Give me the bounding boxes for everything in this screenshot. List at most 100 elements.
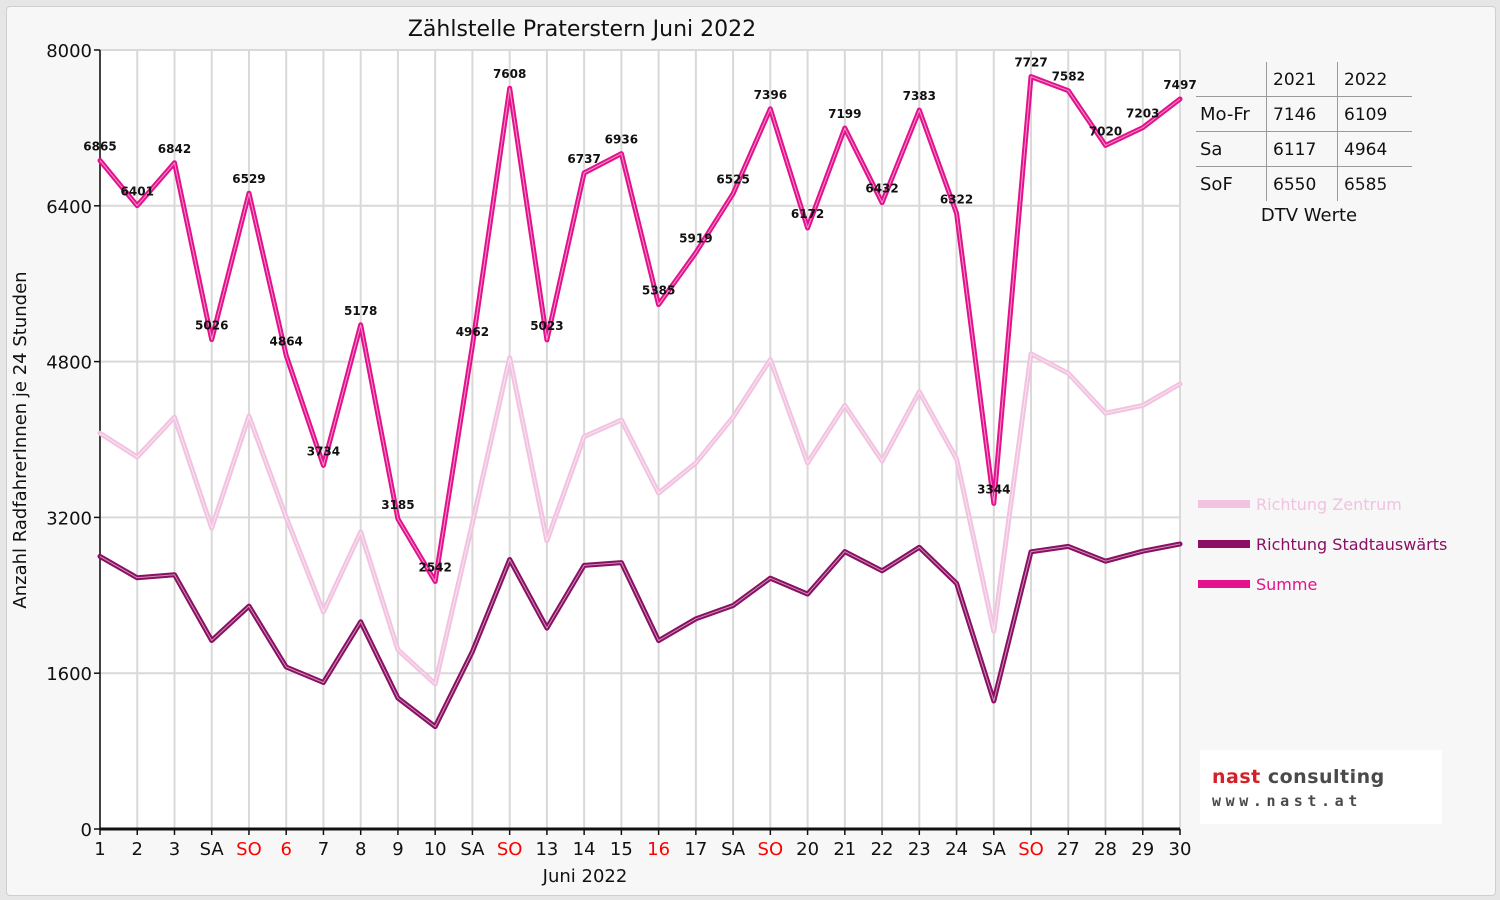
nast-consulting-logo: nast consulting www.nast.at	[1200, 750, 1442, 824]
logo-wordmark-part: nast	[1212, 766, 1261, 788]
y-tick-label: 3200	[46, 508, 92, 529]
logo-wordmark-part: consulting	[1260, 766, 1385, 788]
x-tick-label: 30	[1169, 839, 1192, 860]
legend-swatch	[1198, 580, 1250, 588]
y-tick-label: 8000	[46, 41, 92, 62]
x-tick-label: SO	[497, 839, 523, 860]
data-label: 7203	[1126, 107, 1159, 121]
x-axis-label: Juni 2022	[542, 866, 628, 887]
x-tick-label: SA	[200, 839, 225, 860]
x-tick-label: SA	[460, 839, 485, 860]
data-labels: 6865 6401 6842 5026 6529 4864 3734 5178 3185 2542…	[83, 56, 1196, 575]
x-tick-label: SA	[982, 839, 1007, 860]
data-label: 2542	[418, 560, 451, 574]
y-tick-label: 6400	[46, 197, 92, 218]
data-label: 7383	[903, 89, 936, 103]
dtv-table-block: 2021 2022 Mo-Fr 7146 6109 Sa 6117 4964 S…	[1196, 62, 1412, 226]
logo-wordmark: nast consulting	[1212, 766, 1385, 788]
dtv-cell: 6550	[1266, 166, 1338, 201]
dtv-header-row: 2021 2022	[1196, 62, 1412, 97]
logo-url: www.nast.at	[1212, 792, 1362, 810]
chart-title: Zählstelle Praterstern Juni 2022	[408, 17, 756, 42]
legend-item-stadtauswaerts: Richtung Stadtauswärts	[1198, 534, 1447, 554]
x-tick-label: 23	[908, 839, 931, 860]
x-tick-label: 27	[1057, 839, 1080, 860]
data-label: 3734	[307, 444, 340, 458]
x-tick-label: 2	[132, 839, 143, 860]
x-tick-label: 3	[169, 839, 180, 860]
dtv-row: Mo-Fr 7146 6109	[1196, 96, 1412, 132]
legend-item-zentrum: Richtung Zentrum	[1198, 494, 1447, 514]
dtv-header-cell: 2022	[1337, 62, 1412, 97]
data-label: 3185	[381, 498, 414, 512]
dtv-cell: 6117	[1266, 131, 1338, 167]
x-tick-label: 14	[573, 839, 596, 860]
data-label: 7497	[1163, 78, 1196, 92]
data-label: 6529	[232, 172, 265, 186]
x-tick-label: 7	[318, 839, 329, 860]
chart-legend: Richtung Zentrum Richtung Stadtauswärts …	[1198, 494, 1447, 614]
legend-label: Richtung Stadtauswärts	[1256, 534, 1448, 554]
x-tick-label: 9	[392, 839, 403, 860]
dtv-row: SoF 6550 6585	[1196, 166, 1412, 201]
data-label: 6842	[158, 142, 191, 156]
data-label: 5178	[344, 304, 377, 318]
y-tick-label: 1600	[46, 664, 92, 685]
data-label: 6936	[605, 133, 638, 147]
data-label: 7608	[493, 67, 526, 81]
series-line-highlight	[99, 353, 1181, 685]
dtv-cell: 7146	[1266, 96, 1338, 132]
x-tick-label: 16	[647, 839, 670, 860]
x-tick-label: 15	[610, 839, 633, 860]
data-label: 5385	[642, 284, 675, 298]
data-label: 6322	[940, 192, 973, 206]
x-tick-label: SO	[1018, 839, 1044, 860]
legend-label: Summe	[1256, 574, 1318, 594]
data-label: 6401	[121, 185, 154, 199]
dtv-cell: 6585	[1337, 166, 1412, 201]
data-label: 5919	[679, 232, 712, 246]
x-tick-label: 29	[1131, 839, 1154, 860]
dtv-cell: 6109	[1337, 96, 1412, 132]
dtv-cell: 4964	[1337, 131, 1412, 167]
data-label: 6865	[83, 140, 116, 154]
grid	[99, 49, 1181, 830]
dtv-row: Sa 6117 4964	[1196, 131, 1412, 167]
x-tick-label: 20	[796, 839, 819, 860]
dtv-table: 2021 2022 Mo-Fr 7146 6109 Sa 6117 4964 S…	[1196, 62, 1412, 201]
data-label: 6172	[791, 207, 824, 221]
y-tick-label: 4800	[46, 353, 92, 374]
data-label: 7020	[1089, 124, 1122, 138]
data-label: 6737	[567, 152, 600, 166]
dtv-header-cell	[1196, 62, 1267, 97]
y-axis-label: Anzahl RadfahrerInnen je 24 Stunden	[10, 271, 31, 608]
series-line-highlight	[99, 76, 1181, 582]
x-tick-label: 28	[1094, 839, 1117, 860]
data-label: 7582	[1052, 70, 1085, 84]
data-label: 7396	[754, 88, 787, 102]
data-label: 6432	[865, 182, 898, 196]
x-tick-label: SO	[236, 839, 262, 860]
series	[97, 74, 1183, 730]
dtv-row-label: Sa	[1196, 131, 1267, 167]
data-label: 5026	[195, 319, 228, 333]
x-tick-label: 1	[94, 839, 105, 860]
data-label: 3344	[977, 482, 1010, 496]
legend-label: Richtung Zentrum	[1256, 494, 1402, 514]
x-tick-label: 21	[833, 839, 856, 860]
dtv-row-label: SoF	[1200, 174, 1233, 195]
x-tick-label: 22	[871, 839, 894, 860]
data-label: 5023	[530, 319, 563, 333]
data-label: 7727	[1014, 56, 1047, 70]
data-label: 7199	[828, 107, 861, 121]
x-tick-label: SA	[721, 839, 746, 860]
dtv-table-caption: DTV Werte	[1260, 205, 1358, 226]
data-label: 6525	[716, 173, 749, 187]
x-tick-label: 10	[424, 839, 447, 860]
x-tick-label: 6	[280, 839, 291, 860]
data-label: 4864	[270, 334, 303, 348]
data-label: 4962	[456, 325, 489, 339]
y-tick-label: 0	[81, 820, 92, 841]
